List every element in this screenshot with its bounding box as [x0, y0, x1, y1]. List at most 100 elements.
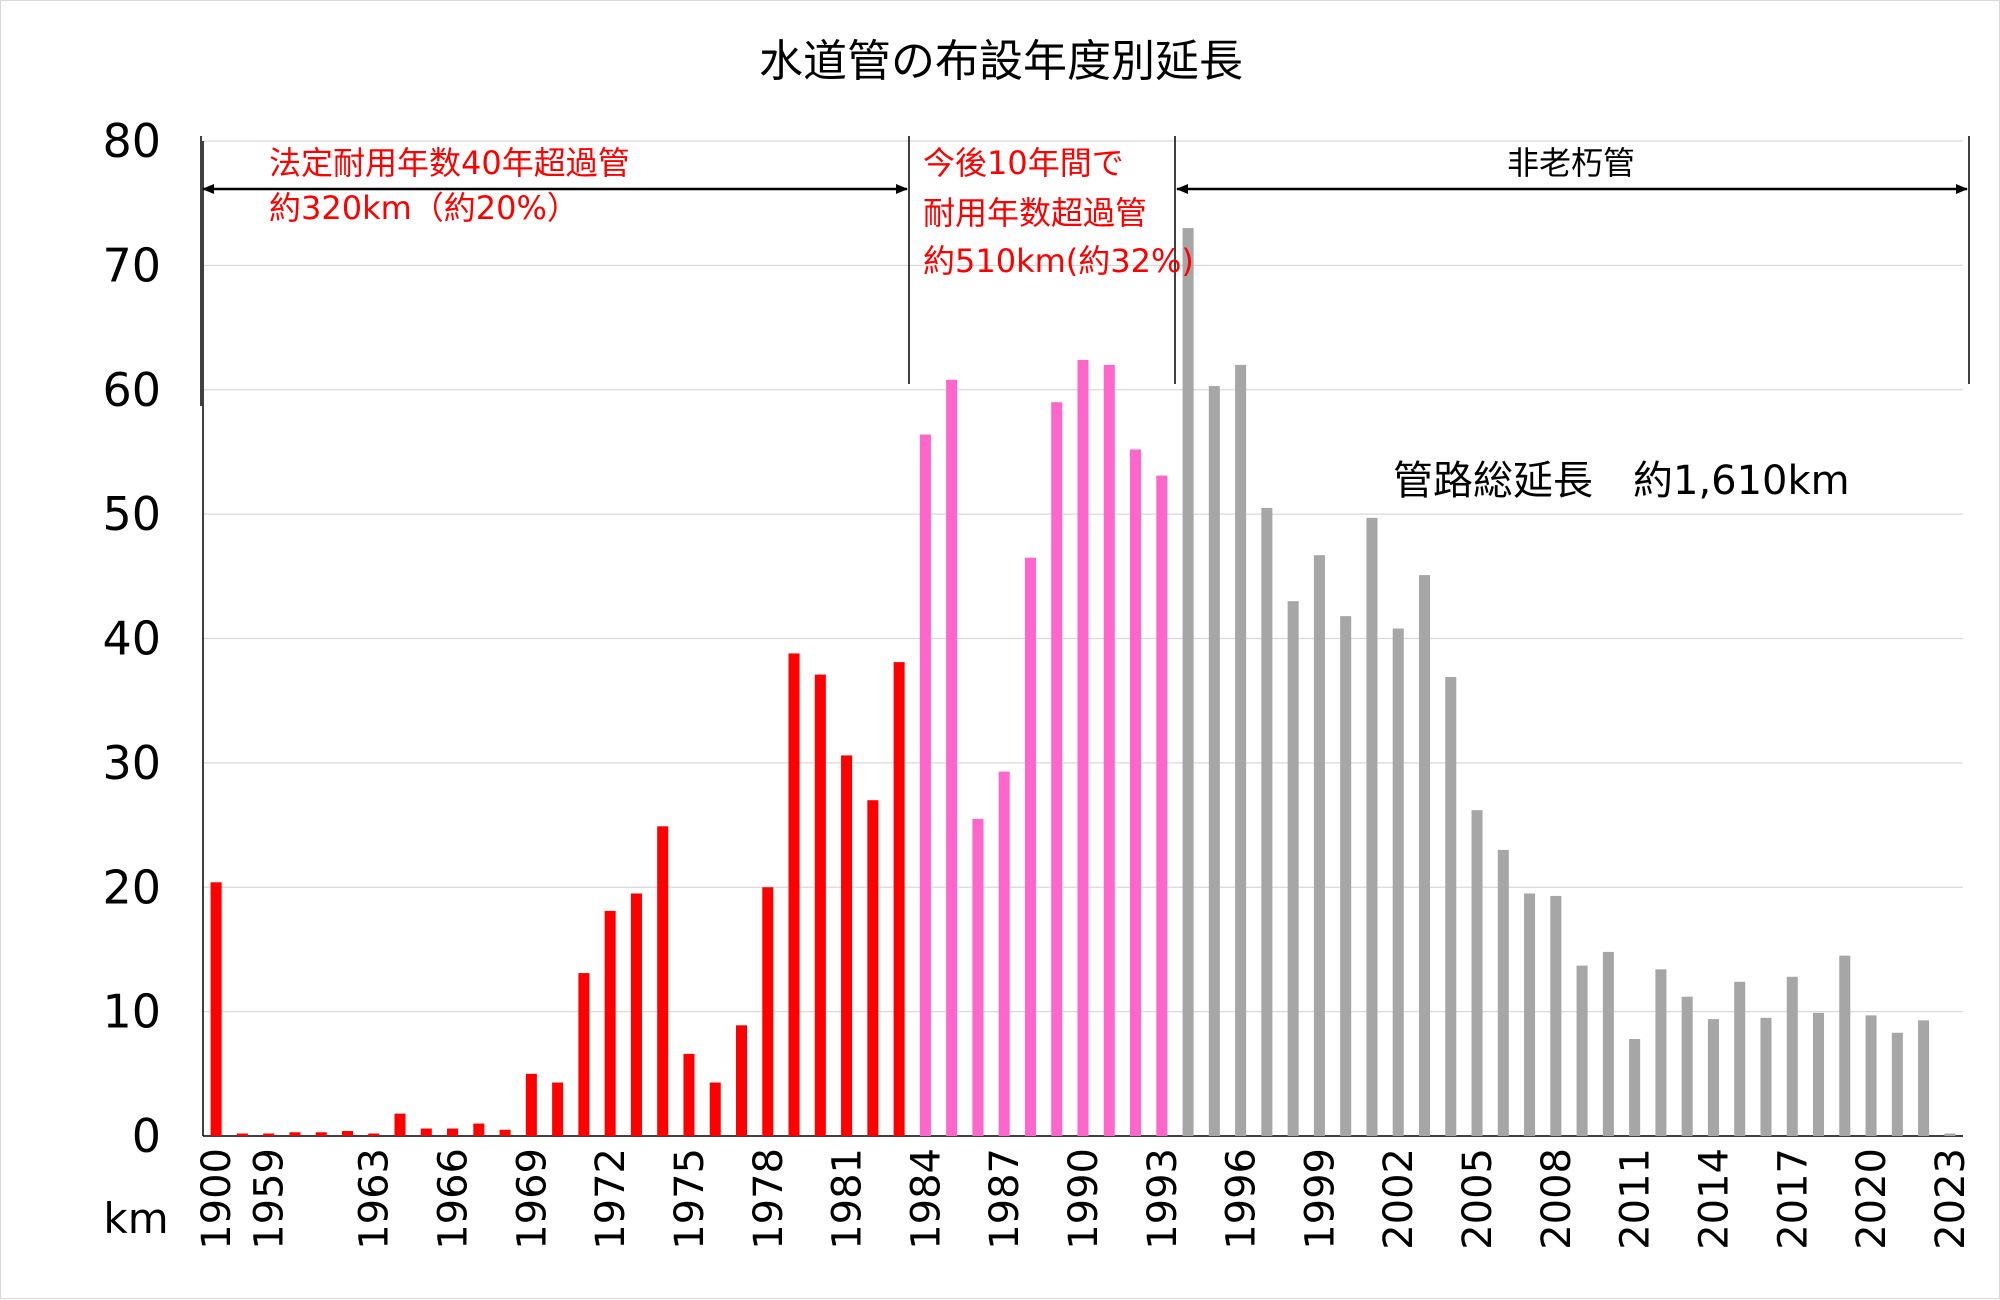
x-tick-label: 1978: [746, 1148, 792, 1250]
bar-2021: [1891, 1032, 1903, 1136]
x-tick-label: 1966: [431, 1148, 477, 1250]
bar-2010: [1602, 951, 1614, 1136]
bar-2019: [1839, 955, 1851, 1136]
bar-1988: [1024, 557, 1036, 1136]
bar-1962: [341, 1131, 353, 1136]
x-tick-label: 1987: [982, 1148, 1028, 1250]
bar-1992: [1130, 449, 1142, 1136]
x-tick-label: 1990: [1061, 1148, 1107, 1250]
bar-2004: [1445, 677, 1457, 1136]
x-tick-label: 1963: [352, 1148, 398, 1250]
bar-1965: [420, 1128, 432, 1136]
bar-1972: [604, 910, 616, 1136]
x-tick-label: 1984: [903, 1148, 949, 1250]
x-tick-label: 1996: [1219, 1148, 1265, 1250]
bar-1981: [841, 755, 853, 1136]
bar-1993: [1156, 475, 1168, 1137]
bar-1999: [1313, 555, 1325, 1136]
y-tick-label: 20: [102, 860, 161, 914]
bar-2000: [1340, 616, 1352, 1136]
bar-2013: [1681, 996, 1693, 1136]
bar-2014: [1707, 1019, 1719, 1136]
bar-1974: [657, 826, 669, 1136]
bar-1975: [683, 1053, 695, 1136]
x-tick-label: 1972: [588, 1148, 634, 1250]
bar-1900: [210, 882, 222, 1136]
bar-1973: [630, 893, 642, 1136]
bar-1986: [972, 818, 984, 1136]
x-axis-ticks: 1900 1959 1963 1966 1969 1972 1975 1978 1981 1984…: [194, 1148, 1974, 1250]
bar-1964: [394, 1113, 406, 1136]
bar-2006: [1497, 849, 1509, 1136]
bar-1983: [893, 662, 905, 1136]
x-tick-label: 2008: [1534, 1148, 1580, 1250]
bar-1969: [525, 1073, 537, 1136]
bar-1958: [236, 1133, 248, 1136]
bar-1991: [1103, 364, 1115, 1136]
annotation-total-length: 管路総延長 約1,610km: [1393, 458, 1850, 504]
bar-2023: [1944, 1133, 1956, 1136]
x-tick-label: 2011: [1613, 1148, 1659, 1250]
y-tick-label: 30: [102, 736, 161, 790]
bar-1978: [762, 887, 774, 1136]
bar-1996: [1235, 364, 1247, 1136]
x-tick-label: 1993: [1140, 1148, 1186, 1250]
bar-2002: [1392, 628, 1404, 1136]
bar-2012: [1655, 969, 1667, 1136]
x-tick-label: 1981: [825, 1148, 871, 1250]
bar-2022: [1918, 1020, 1930, 1136]
bar-2005: [1471, 810, 1483, 1136]
bar-2001: [1366, 517, 1378, 1136]
y-tick-label: 70: [102, 238, 161, 292]
bar-1971: [578, 973, 590, 1136]
annotation-soon-line1: 今後10年間で: [923, 144, 1124, 182]
y-tick-label: 40: [102, 612, 161, 666]
y-axis-unit-label: km: [103, 1194, 168, 1243]
x-tick-label: 1975: [667, 1148, 713, 1250]
bar-1995: [1208, 386, 1220, 1136]
bar-1961: [315, 1132, 327, 1136]
bar-1963: [368, 1133, 380, 1136]
x-tick-label: 1900: [194, 1148, 240, 1250]
y-tick-label: 60: [102, 363, 161, 417]
bar-2015: [1734, 981, 1746, 1136]
bar-1989: [1051, 402, 1063, 1136]
bar-1985: [946, 379, 958, 1136]
bar-1960: [289, 1132, 301, 1136]
bar-1976: [709, 1082, 721, 1136]
bar-2016: [1760, 1017, 1772, 1136]
bar-1998: [1287, 601, 1299, 1136]
bar-2011: [1629, 1038, 1641, 1136]
bar-1959: [263, 1133, 275, 1136]
y-tick-label: 0: [132, 1109, 161, 1163]
bar-2009: [1576, 965, 1588, 1136]
bar-1994: [1182, 228, 1194, 1136]
bar-2003: [1418, 575, 1431, 1136]
bar-1982: [867, 800, 879, 1136]
x-tick-label: 2023: [1928, 1148, 1974, 1250]
bar-1967: [473, 1123, 485, 1136]
bar-1979: [788, 653, 800, 1136]
bar-1966: [447, 1128, 459, 1136]
x-tick-label: 2005: [1455, 1148, 1501, 1250]
bar-1980: [814, 674, 826, 1136]
y-tick-label: 80: [102, 114, 161, 168]
bar-1968: [499, 1129, 511, 1136]
chart-title: 水道管の布設年度別延長: [759, 36, 1243, 87]
x-tick-label: 1969: [509, 1148, 555, 1250]
bar-1990: [1077, 359, 1089, 1136]
bar-2020: [1865, 1015, 1877, 1136]
bar-2017: [1786, 976, 1798, 1136]
bar-1987: [998, 771, 1010, 1136]
annotation-old-line2: 約320km（約20%）: [269, 189, 579, 227]
annotation-new: 非老朽管: [1507, 144, 1635, 182]
bars: [210, 228, 1956, 1137]
x-tick-label: 2020: [1849, 1148, 1895, 1250]
y-tick-label: 50: [102, 487, 161, 541]
annotation-soon-line2: 耐用年数超過管: [923, 194, 1147, 232]
y-axis-ticks: 0 10 20 30 40 50 60 70 80: [102, 114, 161, 1163]
x-tick-label: 2014: [1691, 1148, 1737, 1250]
y-tick-label: 10: [102, 985, 161, 1039]
